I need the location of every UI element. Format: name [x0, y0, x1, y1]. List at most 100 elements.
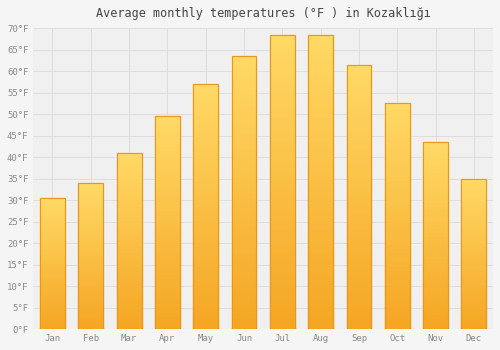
Bar: [423, 213, 448, 217]
Bar: [423, 295, 448, 299]
Bar: [346, 65, 372, 70]
Bar: [385, 135, 409, 140]
Bar: [308, 288, 333, 294]
Bar: [308, 176, 333, 182]
Bar: [116, 227, 141, 230]
Bar: [232, 176, 256, 182]
Bar: [232, 116, 256, 121]
Bar: [462, 284, 486, 287]
Bar: [40, 293, 65, 295]
Bar: [155, 125, 180, 129]
Bar: [155, 142, 180, 146]
Bar: [385, 225, 409, 230]
Bar: [346, 229, 372, 234]
Bar: [116, 184, 141, 188]
Bar: [423, 195, 448, 198]
Bar: [40, 206, 65, 209]
Bar: [194, 260, 218, 265]
Bar: [232, 105, 256, 111]
Bar: [40, 285, 65, 287]
Bar: [308, 88, 333, 93]
Bar: [385, 243, 409, 248]
Bar: [308, 182, 333, 188]
Bar: [462, 239, 486, 242]
Bar: [155, 304, 180, 308]
Bar: [423, 161, 448, 164]
Bar: [385, 103, 409, 108]
Bar: [116, 308, 141, 312]
Bar: [232, 144, 256, 149]
Bar: [116, 245, 141, 248]
Bar: [270, 270, 295, 276]
Bar: [194, 304, 218, 310]
Bar: [385, 212, 409, 216]
Bar: [40, 266, 65, 269]
Bar: [78, 300, 103, 303]
Bar: [308, 194, 333, 199]
Bar: [462, 245, 486, 248]
Bar: [78, 209, 103, 212]
Bar: [385, 298, 409, 302]
Bar: [194, 202, 218, 206]
Bar: [116, 241, 141, 245]
Bar: [308, 111, 333, 117]
Bar: [462, 302, 486, 305]
Bar: [462, 206, 486, 209]
Bar: [385, 162, 409, 167]
Bar: [194, 182, 218, 187]
Bar: [40, 251, 65, 253]
Bar: [423, 209, 448, 213]
Bar: [308, 253, 333, 258]
Bar: [385, 176, 409, 180]
Bar: [385, 261, 409, 266]
Bar: [78, 221, 103, 224]
Bar: [423, 228, 448, 232]
Bar: [155, 210, 180, 214]
Bar: [232, 154, 256, 160]
Bar: [423, 266, 448, 269]
Bar: [308, 217, 333, 223]
Bar: [385, 307, 409, 311]
Bar: [423, 220, 448, 224]
Bar: [308, 93, 333, 99]
Bar: [116, 160, 141, 163]
Bar: [308, 99, 333, 105]
Bar: [194, 241, 218, 246]
Bar: [40, 298, 65, 300]
Bar: [462, 188, 486, 191]
Bar: [423, 326, 448, 329]
Bar: [385, 216, 409, 221]
Bar: [40, 314, 65, 316]
Bar: [462, 278, 486, 281]
Bar: [40, 245, 65, 248]
Bar: [155, 257, 180, 261]
Bar: [423, 224, 448, 228]
Bar: [423, 307, 448, 310]
Bar: [462, 182, 486, 185]
Bar: [346, 266, 372, 271]
Bar: [78, 206, 103, 209]
Bar: [155, 270, 180, 274]
Bar: [78, 215, 103, 218]
Bar: [78, 183, 103, 329]
Bar: [385, 103, 409, 329]
Bar: [40, 324, 65, 327]
Bar: [78, 294, 103, 297]
Bar: [232, 160, 256, 165]
Bar: [423, 232, 448, 236]
Bar: [385, 198, 409, 203]
Bar: [194, 216, 218, 221]
Bar: [232, 193, 256, 198]
Bar: [270, 211, 295, 217]
Bar: [116, 304, 141, 308]
Bar: [385, 248, 409, 252]
Bar: [116, 223, 141, 227]
Bar: [270, 111, 295, 117]
Bar: [40, 222, 65, 224]
Bar: [270, 152, 295, 158]
Bar: [40, 279, 65, 282]
Bar: [232, 291, 256, 296]
Bar: [40, 303, 65, 306]
Bar: [423, 206, 448, 209]
Bar: [308, 117, 333, 123]
